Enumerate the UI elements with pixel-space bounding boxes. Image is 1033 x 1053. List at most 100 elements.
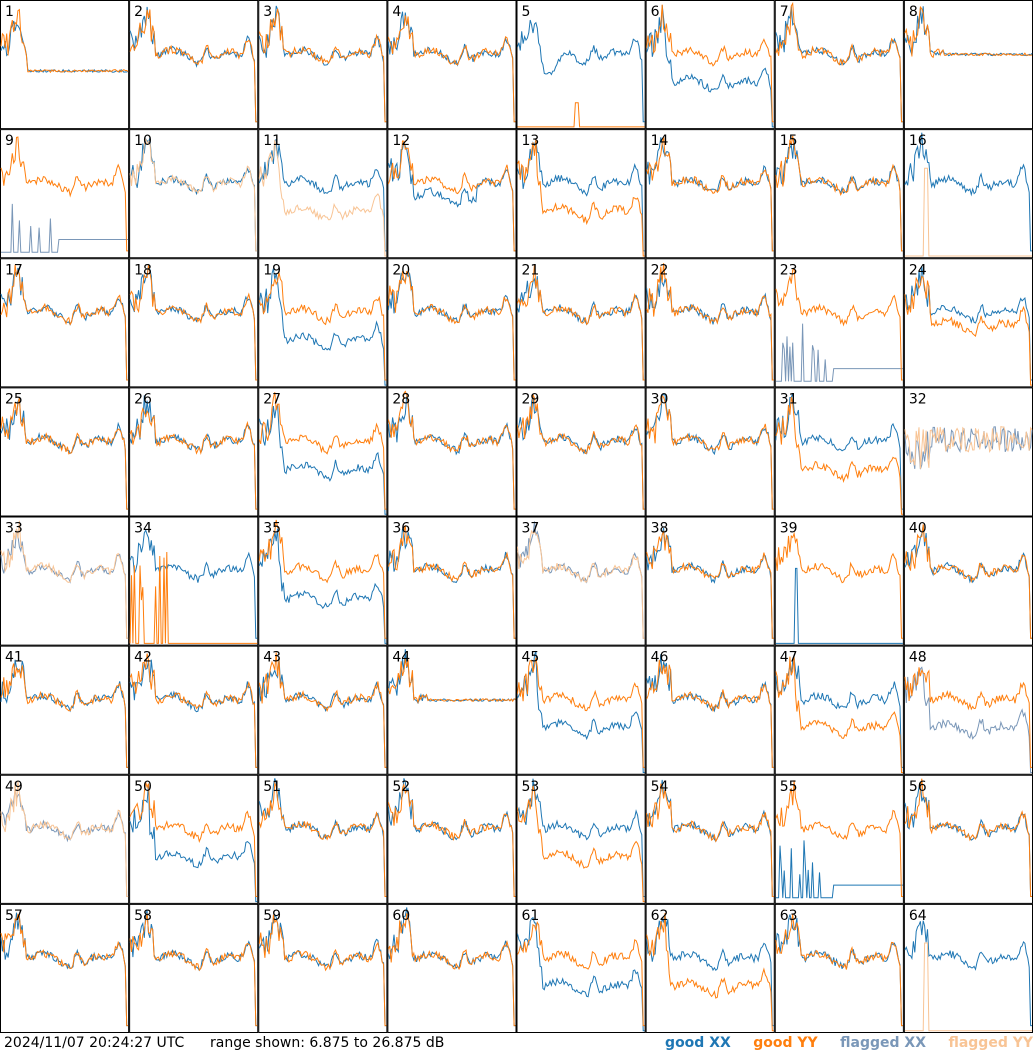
series-xx-flagged (775, 323, 903, 382)
panel-48: 48 (903, 645, 1033, 775)
panel-label: 15 (780, 133, 798, 149)
panel-label: 31 (780, 391, 798, 407)
panel-frame (645, 0, 775, 130)
panel-12: 12 (387, 129, 517, 259)
panel-frame (774, 903, 904, 1033)
panel-label: 46 (651, 650, 669, 666)
panel-label: 35 (263, 521, 281, 537)
panel-label: 10 (134, 133, 152, 149)
panel-label: 44 (392, 650, 410, 666)
panel-frame (129, 258, 259, 388)
series-yy-good (517, 264, 645, 381)
panel-62: 62 (645, 903, 775, 1033)
panel-56: 56 (903, 774, 1033, 904)
panel-6: 6 (645, 0, 775, 130)
series-xx-good (517, 276, 645, 381)
panel-frame (774, 258, 904, 388)
panel-50: 50 (129, 774, 259, 904)
panel-11: 11 (258, 129, 388, 259)
panel-label: 27 (263, 391, 281, 407)
series-xx-flagged (0, 528, 129, 639)
panel-label: 42 (134, 650, 152, 666)
panel-38: 38 (645, 516, 775, 646)
panel-label: 24 (909, 262, 927, 278)
panel-frame (258, 774, 388, 904)
panel-frame (774, 129, 904, 259)
panel-label: 41 (5, 650, 23, 666)
series-xx-good (129, 784, 258, 903)
series-yy-good (258, 914, 387, 1027)
series-yy-good (775, 913, 903, 1027)
panel-54: 54 (645, 774, 775, 904)
panel-frame (0, 387, 130, 517)
panel-label: 28 (392, 391, 410, 407)
series-yy-good (775, 531, 903, 639)
series-yy-good (129, 551, 258, 644)
panel-1: 1 (0, 0, 130, 130)
panel-label: 60 (392, 908, 410, 924)
series-xx-good (904, 525, 1032, 639)
panel-label: 55 (780, 779, 798, 795)
panel-label: 30 (651, 391, 669, 407)
panel-43: 43 (258, 645, 388, 775)
panel-frame (0, 774, 130, 904)
panel-frame (0, 903, 130, 1033)
series-xx-good (129, 263, 258, 381)
series-yy-good (387, 390, 516, 510)
series-xx-good (646, 393, 774, 510)
series-xx-flagged (0, 789, 129, 897)
panel-frame (0, 516, 130, 646)
panel-label: 40 (909, 521, 927, 537)
series-yy-good (258, 519, 387, 639)
panel-label: 45 (522, 650, 540, 666)
series-yy-good (129, 653, 258, 768)
panel-label: 5 (522, 4, 531, 20)
legend-flagged-yy: flagged YY (948, 1035, 1033, 1051)
panel-33: 33 (0, 516, 130, 646)
panel-59: 59 (258, 903, 388, 1033)
panel-label: 18 (134, 262, 152, 278)
series-xx-good (517, 394, 645, 510)
panel-frame (0, 258, 130, 388)
panel-frame (774, 0, 904, 130)
panel-label: 53 (522, 779, 540, 795)
panel-frame (0, 129, 130, 259)
series-yy-good (904, 667, 1032, 768)
series-yy-good (646, 783, 774, 897)
panel-frame (387, 0, 517, 130)
panel-frame (774, 387, 904, 517)
series-xx-good (775, 567, 903, 644)
panel-frame (387, 516, 517, 646)
series-yy-flagged (904, 425, 1033, 469)
series-xx-good (775, 393, 903, 510)
series-yy-good (387, 140, 516, 252)
series-xx-good (387, 141, 516, 252)
panel-label: 9 (5, 133, 14, 149)
series-xx-good (129, 910, 258, 1027)
panel-64: 64 (903, 903, 1033, 1033)
panel-label: 11 (263, 133, 281, 149)
panel-label: 59 (263, 908, 281, 924)
panel-3: 3 (258, 0, 388, 130)
panel-20: 20 (387, 258, 517, 388)
panel-14: 14 (645, 129, 775, 259)
panel-label: 50 (134, 779, 152, 795)
series-yy-good (517, 657, 645, 768)
series-yy-flagged (904, 167, 1032, 257)
panel-label: 52 (392, 779, 410, 795)
panel-26: 26 (129, 387, 259, 517)
panel-13: 13 (516, 129, 646, 259)
series-xx-good (129, 529, 258, 639)
panel-44: 44 (387, 645, 517, 775)
panel-frame (387, 387, 517, 517)
series-yy-good (646, 394, 774, 510)
series-xx-good (258, 268, 387, 386)
panel-42: 42 (129, 645, 259, 775)
range-text: range shown: 6.875 to 26.875 dB (210, 1035, 445, 1051)
panel-frame (258, 258, 388, 388)
panel-frame (387, 774, 517, 904)
series-xx-good (775, 914, 903, 1027)
panel-frame (258, 129, 388, 259)
series-yy-good (775, 656, 903, 773)
panel-label: 56 (909, 779, 927, 795)
